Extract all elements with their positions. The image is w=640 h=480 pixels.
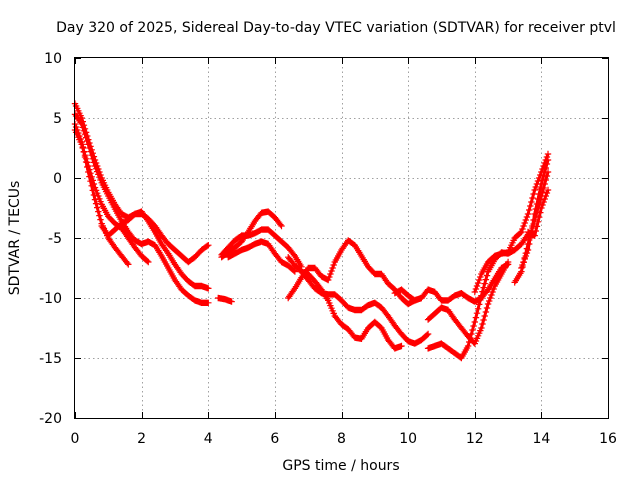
- plus-markers: [215, 294, 235, 305]
- y-tick-label: 0: [53, 171, 62, 187]
- x-tick-label: 14: [532, 431, 550, 447]
- y-tick-label: -5: [48, 231, 62, 247]
- y-tick-label: -10: [39, 291, 62, 307]
- x-tick-label: 16: [599, 431, 617, 447]
- x-tick-label: 10: [399, 431, 417, 447]
- series-13: [424, 258, 512, 347]
- series-17: [518, 156, 552, 272]
- series-15: [471, 150, 552, 296]
- plus-markers: [518, 156, 552, 272]
- plus-markers: [225, 238, 299, 275]
- y-tick-label: 10: [44, 51, 62, 67]
- data-points: [71, 100, 552, 362]
- plus-markers: [524, 186, 552, 239]
- x-tick-label: 0: [71, 431, 80, 447]
- series-7: [218, 226, 305, 270]
- y-tick-label: 5: [53, 111, 62, 127]
- series-3: [71, 126, 152, 266]
- series-11: [298, 268, 432, 347]
- y-tick-label: -15: [39, 351, 62, 367]
- plus-markers: [218, 226, 305, 270]
- y-axis-label: SDTVAR / TECUs: [7, 181, 23, 296]
- plus-markers: [298, 268, 432, 347]
- plus-markers: [471, 150, 552, 296]
- series-8: [225, 238, 299, 275]
- plus-markers: [98, 210, 212, 266]
- chart-title: Day 320 of 2025, Sidereal Day-to-day VTE…: [56, 20, 616, 36]
- x-tick-label: 6: [270, 431, 279, 447]
- x-tick-label: 12: [466, 431, 484, 447]
- x-tick-label: 2: [137, 431, 146, 447]
- plot-frame: [74, 57, 609, 419]
- series-4: [98, 210, 212, 266]
- x-tick-label: 4: [204, 431, 213, 447]
- x-axis-label: GPS time / hours: [282, 458, 399, 474]
- axis-ticks: 0 2 4 6 8 10 12 14 16 -20 -15 -10 -5 0 5 10: [39, 51, 617, 447]
- plus-markers: [424, 258, 512, 347]
- series-5: [215, 294, 235, 305]
- y-tick-label: -20: [39, 411, 62, 427]
- series-18: [524, 186, 552, 239]
- x-tick-label: 8: [337, 431, 346, 447]
